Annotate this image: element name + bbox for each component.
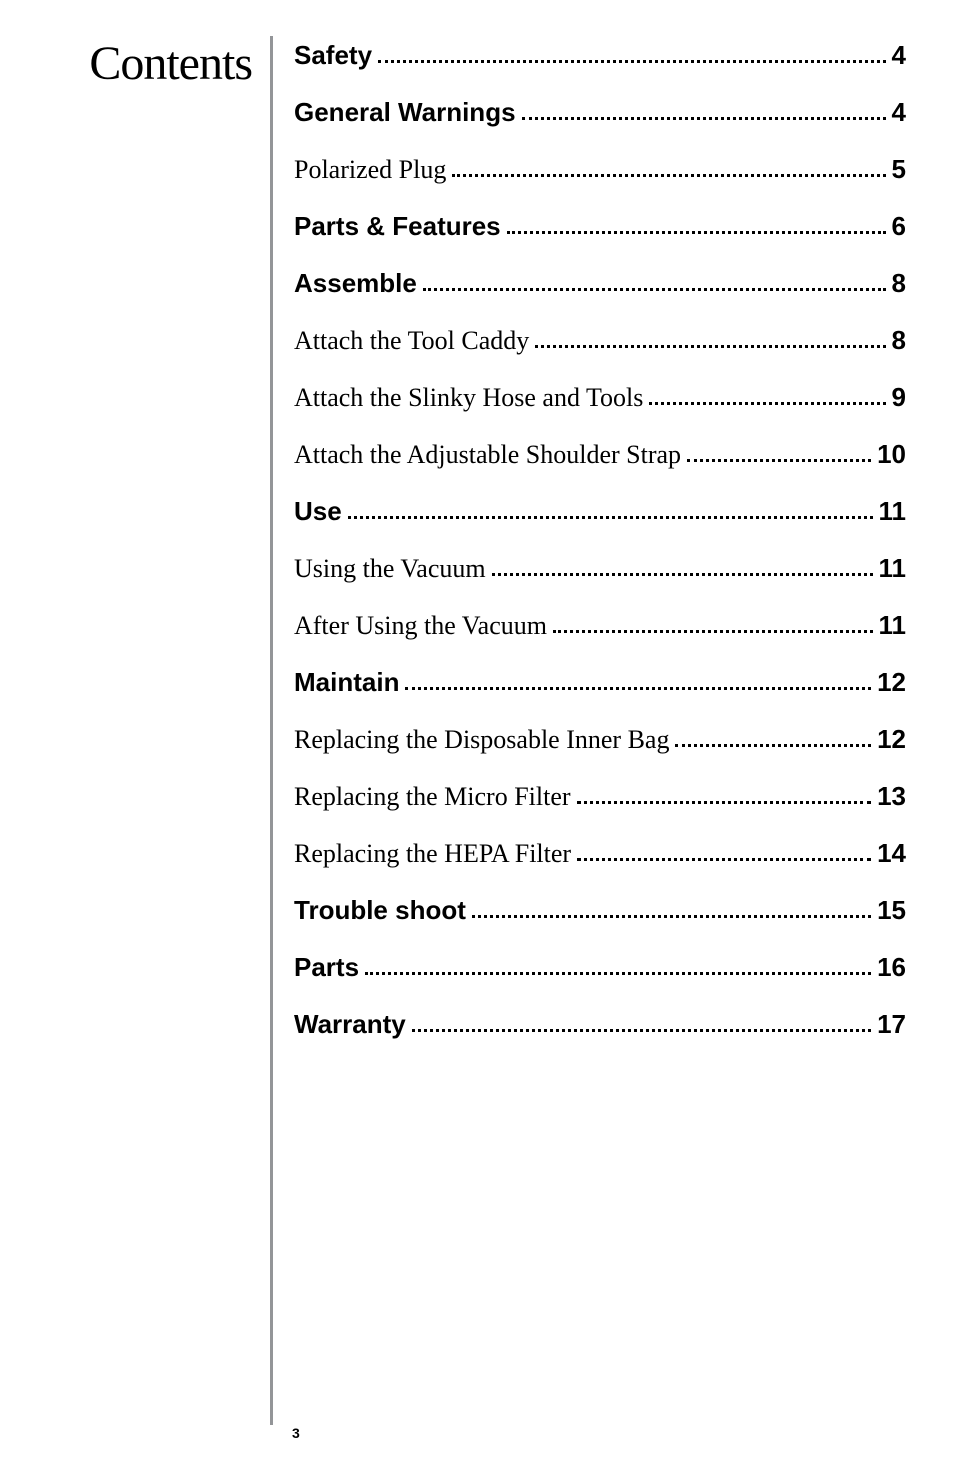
sidebar-title: Contents <box>42 36 252 91</box>
toc-label: Warranty <box>294 1005 406 1044</box>
toc-item: Safety 4 <box>294 36 906 75</box>
toc-item: Maintain 12 <box>294 663 906 702</box>
toc-page: 13 <box>877 777 906 816</box>
vertical-divider <box>270 36 273 1425</box>
toc-page: 14 <box>877 834 906 873</box>
toc-item: Replacing the Micro Filter 13 <box>294 777 906 816</box>
toc-label: Polarized Plug <box>294 150 446 189</box>
toc-dots <box>577 858 871 861</box>
toc-label: Safety <box>294 36 372 75</box>
toc-dots <box>522 117 886 120</box>
toc-item: Parts & Features 6 <box>294 207 906 246</box>
toc-item: Warranty 17 <box>294 1005 906 1044</box>
toc-label: Use <box>294 492 342 531</box>
toc-dots <box>412 1029 871 1032</box>
toc-item: Attach the Tool Caddy 8 <box>294 321 906 360</box>
toc-label: Attach the Adjustable Shoulder Strap <box>294 435 681 474</box>
toc-dots <box>675 744 871 747</box>
toc-dots <box>687 459 871 462</box>
toc-dots <box>365 972 871 975</box>
toc-label: General Warnings <box>294 93 516 132</box>
toc-dots <box>423 288 886 291</box>
toc-page: 4 <box>892 93 906 132</box>
toc-page: 8 <box>892 321 906 360</box>
toc-item: General Warnings 4 <box>294 93 906 132</box>
toc-dots <box>649 402 885 405</box>
toc-item: Polarized Plug 5 <box>294 150 906 189</box>
toc-dots <box>405 687 871 690</box>
toc-page: 17 <box>877 1005 906 1044</box>
toc-page: 9 <box>892 378 906 417</box>
toc-label: Attach the Slinky Hose and Tools <box>294 378 643 417</box>
toc-dots <box>577 801 872 804</box>
toc-item: Attach the Adjustable Shoulder Strap 10 <box>294 435 906 474</box>
toc-item: Trouble shoot 15 <box>294 891 906 930</box>
toc-dots <box>452 174 885 177</box>
toc-dots <box>507 231 886 234</box>
toc-dots <box>378 60 885 63</box>
page-number: 3 <box>292 1425 300 1441</box>
toc-list: Safety4General Warnings4Polarized Plug5P… <box>270 36 954 1062</box>
toc-page: 11 <box>879 549 907 588</box>
toc-item: After Using the Vacuum 11 <box>294 606 906 645</box>
toc-item: Replacing the Disposable Inner Bag 12 <box>294 720 906 759</box>
toc-page: 10 <box>877 435 906 474</box>
sidebar: Contents <box>0 36 270 1062</box>
toc-dots <box>553 630 873 633</box>
toc-label: Assemble <box>294 264 417 303</box>
toc-label: Attach the Tool Caddy <box>294 321 529 360</box>
toc-dots <box>472 915 871 918</box>
toc-item: Assemble 8 <box>294 264 906 303</box>
toc-page: 11 <box>879 606 907 645</box>
toc-item: Parts 16 <box>294 948 906 987</box>
toc-dots <box>348 516 873 519</box>
toc-label: Using the Vacuum <box>294 549 486 588</box>
page-container: Contents Safety 4 General Warnings 4 Polariz… <box>0 0 954 1062</box>
toc-label: Maintain <box>294 663 399 702</box>
toc-item: Using the Vacuum 11 <box>294 549 906 588</box>
toc-page: 6 <box>892 207 906 246</box>
toc-label: After Using the Vacuum <box>294 606 547 645</box>
toc-label: Replacing the HEPA Filter <box>294 834 571 873</box>
toc-page: 5 <box>892 150 906 189</box>
toc-label: Parts <box>294 948 359 987</box>
toc-item: Use 11 <box>294 492 906 531</box>
toc-page: 12 <box>877 720 906 759</box>
toc-label: Parts & Features <box>294 207 501 246</box>
toc-label: Replacing the Micro Filter <box>294 777 571 816</box>
toc-page: 15 <box>877 891 906 930</box>
toc-page: 11 <box>879 492 907 531</box>
toc-item: Replacing the HEPA Filter 14 <box>294 834 906 873</box>
toc-label: Trouble shoot <box>294 891 466 930</box>
toc-page: 8 <box>892 264 906 303</box>
toc-item: Attach the Slinky Hose and Tools 9 <box>294 378 906 417</box>
toc-page: 4 <box>892 36 906 75</box>
toc-dots <box>492 573 873 576</box>
toc-dots <box>535 345 885 348</box>
toc-page: 16 <box>877 948 906 987</box>
toc-label: Replacing the Disposable Inner Bag <box>294 720 669 759</box>
toc-page: 12 <box>877 663 906 702</box>
